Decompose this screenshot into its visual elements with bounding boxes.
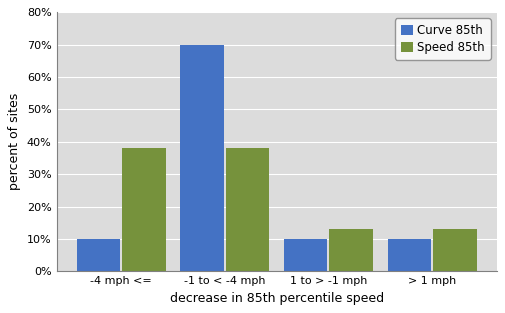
- Bar: [122, 148, 166, 271]
- Bar: [284, 239, 327, 271]
- Y-axis label: percent of sites: percent of sites: [9, 93, 21, 190]
- Bar: [329, 229, 373, 271]
- Bar: [387, 239, 431, 271]
- Bar: [77, 239, 120, 271]
- Bar: [226, 148, 269, 271]
- Bar: [180, 45, 224, 271]
- Bar: [433, 229, 477, 271]
- Legend: Curve 85th, Speed 85th: Curve 85th, Speed 85th: [395, 18, 491, 59]
- X-axis label: decrease in 85th percentile speed: decrease in 85th percentile speed: [170, 292, 384, 305]
